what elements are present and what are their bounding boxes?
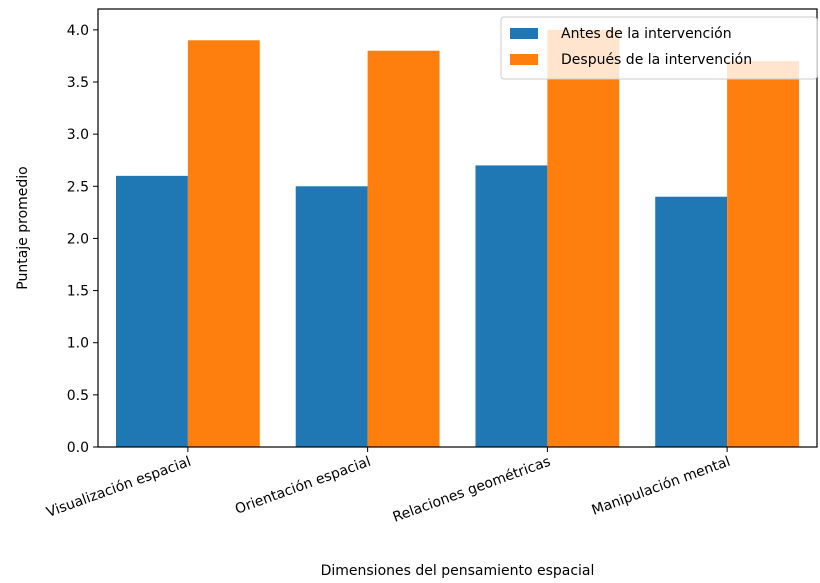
y-axis-label: Puntaje promedio xyxy=(15,166,31,289)
x-tick-label: Orientación espacial xyxy=(233,454,373,518)
bar-series-2-1 xyxy=(187,40,260,448)
y-tick-label: 1.0 xyxy=(67,336,89,352)
bar-series-1-1 xyxy=(115,175,188,447)
x-tick-label: Visualización espacial xyxy=(44,454,193,521)
plot-area-frame xyxy=(97,8,818,448)
bars-layer xyxy=(115,29,800,448)
legend-swatch-2 xyxy=(510,54,538,65)
y-tick-label: 2.5 xyxy=(67,179,89,195)
y-tick-label: 0.0 xyxy=(67,440,89,456)
bar-series-1-4 xyxy=(655,196,728,447)
y-tick-label: 3.0 xyxy=(67,127,89,143)
legend-box xyxy=(500,16,818,80)
x-tick-label: Manipulación mental xyxy=(590,454,733,519)
y-tick-label: 0.5 xyxy=(67,388,89,404)
bar-series-1-2 xyxy=(295,186,368,448)
legend: Antes de la intervención Después de la in… xyxy=(500,16,818,80)
x-axis-label: Dimensiones del pensamiento espacial xyxy=(321,563,595,579)
bar-series-2-2 xyxy=(367,50,440,447)
y-tick-label: 2.0 xyxy=(67,231,89,247)
bar-series-2-3 xyxy=(547,29,620,447)
y-tick-label: 4.0 xyxy=(67,23,89,39)
x-axis: Visualización espacial Orientación espaci… xyxy=(44,447,732,526)
legend-swatch-1 xyxy=(510,28,538,39)
legend-label-2: Después de la intervención xyxy=(561,52,752,68)
bar-series-2-4 xyxy=(727,61,800,448)
legend-label-1: Antes de la intervención xyxy=(561,26,732,42)
x-tick-label: Relaciones geométricas xyxy=(391,454,553,526)
y-tick-label: 1.5 xyxy=(67,284,89,300)
bar-series-1-3 xyxy=(475,165,548,447)
y-tick-label: 3.5 xyxy=(67,75,89,91)
y-axis: 0.0 0.5 1.0 1.5 2.0 2.5 3.0 3.5 4.0 xyxy=(67,23,98,456)
